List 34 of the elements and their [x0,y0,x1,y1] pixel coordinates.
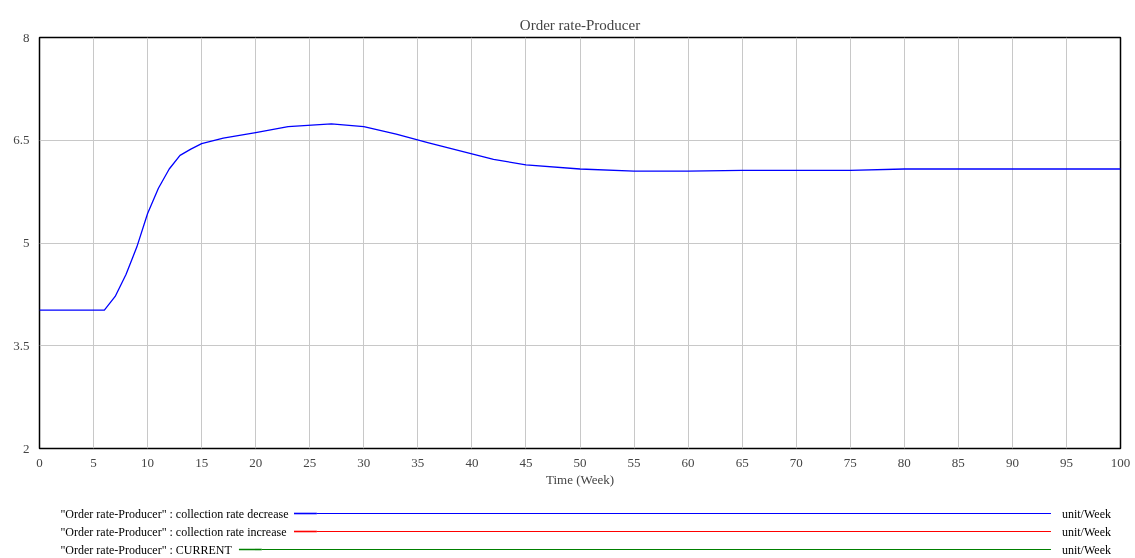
y-tick-label: 2 [23,440,30,456]
x-tick-label: 65 [735,454,749,470]
x-tick-label: 90 [1005,454,1019,470]
x-tick-label: 5 [90,454,97,470]
x-tick-label: 15 [195,454,209,470]
x-tick-label: 10 [141,454,155,470]
x-tick-label: 55 [627,454,641,470]
x-tick-label: 95 [1059,454,1073,470]
x-tick-label: 85 [951,454,965,470]
legend-label: "Order rate-Producer" : CURRENT [60,542,233,557]
y-tick-label: 3.5 [13,337,30,353]
legend-label: "Order rate-Producer" : collection rate increase [60,524,287,539]
x-axis-title: Time (Week) [545,471,615,487]
x-tick-label: 25 [303,454,317,470]
y-tick-label: 8 [23,29,30,45]
text: unit/Week [1061,506,1111,521]
x-tick-label: 45 [519,454,533,470]
legend-label: "Order rate-Producer" : collection rate decrease [60,506,289,521]
x-tick-label: 60 [681,454,695,470]
text: unit/Week [1061,524,1111,539]
x-tick-label: 70 [789,454,803,470]
x-tick-label: 80 [897,454,911,470]
y-tick-label: 5 [23,235,30,250]
x-tick-label: 75 [843,454,857,470]
x-tick-label: 30 [357,454,371,470]
x-tick-label: 40 [465,454,479,470]
x-tick-label: 0 [36,454,43,470]
text: unit/Week [1061,542,1111,557]
x-tick-label: 35 [411,454,425,470]
x-tick-label: 20 [249,454,263,470]
x-tick-label: 100 [1110,454,1131,470]
x-tick-label: 50 [573,454,587,470]
chart-title: Order rate-Producer [519,16,641,33]
y-tick-label: 6.5 [13,132,30,148]
